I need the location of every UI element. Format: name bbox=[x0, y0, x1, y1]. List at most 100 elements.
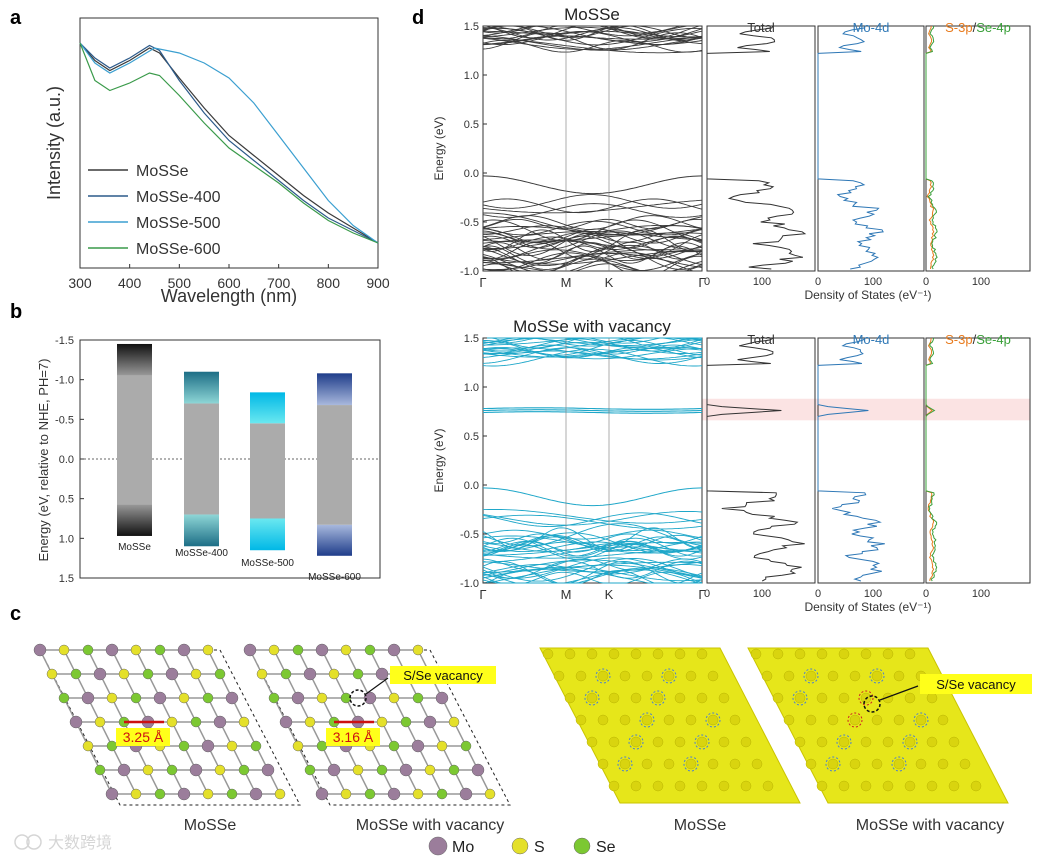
panel-c-surface-atom bbox=[630, 736, 642, 748]
panel-d-pristine-row: MoSSe 1.5 1.0 0.5 0.0 -0.5 -1.0 Energy (eV) Γ M K Γ… bbox=[432, 5, 1031, 302]
panel-c-atom bbox=[106, 692, 118, 704]
panel-d-valence-band bbox=[482, 569, 703, 584]
panel-d-valence-band bbox=[482, 541, 703, 552]
panel-d-valence-band bbox=[482, 245, 703, 264]
panel-c-surface-atom bbox=[674, 648, 686, 660]
panel-d-valence-band bbox=[482, 529, 703, 540]
panel-c-highlight-ring bbox=[858, 690, 874, 706]
panel-d-y-tick-label: 0.5 bbox=[464, 431, 479, 443]
panel-c-atom bbox=[142, 668, 154, 680]
panel-c-surface-atom bbox=[608, 692, 620, 704]
panel-a-x-ticks: 300 400 500 600 700 800 900 bbox=[68, 264, 390, 291]
panel-c-atom bbox=[279, 715, 293, 729]
panel-d-defect-state-highlight bbox=[702, 398, 1030, 421]
panel-c-atom bbox=[105, 643, 119, 657]
panel-c-surface-atom bbox=[893, 714, 905, 726]
panel-c-atom bbox=[177, 643, 191, 657]
panel-c-surface-atom bbox=[871, 670, 883, 682]
panel-c-atom bbox=[363, 691, 377, 705]
panel-d-dos-se-curve bbox=[925, 337, 938, 582]
panel-c-atom bbox=[352, 668, 364, 680]
panel-c-surface-atom bbox=[586, 692, 598, 704]
panel-c-atom bbox=[435, 691, 449, 705]
panel-a-x-tick-label: 700 bbox=[267, 275, 291, 291]
panel-a-frame bbox=[79, 17, 379, 269]
panel-c-ball-stick-structure: 3.16 Å S/Se vacancy bbox=[243, 643, 511, 806]
panel-a-x-tick-label: 900 bbox=[366, 275, 390, 291]
panel-c-surface-atom bbox=[926, 736, 938, 748]
panel-c-atom bbox=[256, 668, 268, 680]
panel-c-atom bbox=[436, 740, 448, 752]
panel-a-legend-label: MoSSe-600 bbox=[136, 241, 221, 258]
panel-b-gap-bar bbox=[250, 423, 285, 519]
panel-c-atom bbox=[412, 644, 424, 656]
panel-c-surface-atom bbox=[959, 758, 971, 770]
panel-c-surface-atom bbox=[740, 736, 752, 748]
panel-c-surface-atom bbox=[553, 670, 565, 682]
panel-d-valence-band bbox=[482, 231, 703, 241]
panel-c-highlight-ring bbox=[639, 712, 655, 728]
panel-c-surface-atom bbox=[619, 714, 631, 726]
panel-b-bars bbox=[80, 343, 380, 556]
panel-d-valence-band bbox=[482, 198, 703, 214]
panel-d-band-lines bbox=[482, 337, 703, 584]
panel-b-y-tick-label: -1.5 bbox=[55, 335, 74, 347]
panel-d-dos-s-curve bbox=[925, 337, 935, 582]
panel-c-highlight-ring bbox=[792, 690, 808, 706]
panel-d-title: MoSSe bbox=[564, 5, 620, 24]
panel-c-atom bbox=[165, 667, 179, 681]
panel-c-surface-atom bbox=[783, 714, 795, 726]
panel-d-kpoint-label: K bbox=[605, 587, 614, 602]
panel-a-y-label: Intensity (a.u.) bbox=[44, 86, 64, 200]
panel-c-vacancy-label: S/Se vacancy bbox=[936, 677, 1016, 692]
panel-letter-a: a bbox=[10, 7, 22, 29]
panel-d-kpoint-label: Γ bbox=[479, 587, 486, 602]
panel-c-surface-atom bbox=[542, 648, 554, 660]
panel-c-atom bbox=[376, 764, 388, 776]
panel-c-atom bbox=[225, 691, 239, 705]
panel-c-surface-atom bbox=[948, 780, 960, 792]
panel-c-surface-atom bbox=[805, 714, 817, 726]
panel-c-surface-atom bbox=[904, 692, 916, 704]
panel-c-atom bbox=[213, 715, 227, 729]
panel-c-surface-atom bbox=[674, 736, 686, 748]
panel-c-atom bbox=[177, 787, 191, 801]
panel-c-surface-atom bbox=[564, 692, 576, 704]
panel-c-surface-atom bbox=[761, 670, 773, 682]
panel-c-atom bbox=[82, 644, 94, 656]
panel-c-atom bbox=[117, 763, 131, 777]
panel-c-surface-atom bbox=[926, 780, 938, 792]
panel-c-atom bbox=[166, 764, 178, 776]
panel-c-atom bbox=[243, 643, 257, 657]
panel-c-highlight-ring bbox=[803, 668, 819, 684]
panel-d-dos-frame bbox=[925, 337, 1031, 584]
panel-b-category-label: MoSSe bbox=[118, 542, 151, 553]
panel-c-surface-atom bbox=[849, 670, 861, 682]
panel-a-x-tick-label: 800 bbox=[317, 275, 341, 291]
watermark-logo-icon bbox=[14, 834, 30, 850]
panel-d-dos-x-tick-label: 0 bbox=[704, 276, 710, 288]
panel-c-surface-atom bbox=[652, 648, 664, 660]
panel-d-dos-x-tick-label: 100 bbox=[864, 276, 882, 288]
panel-c-ball-stick-structure: 3.25 Å bbox=[33, 643, 301, 806]
panel-c-atom bbox=[316, 692, 328, 704]
panel-d-dos-x-tick-label: 0 bbox=[815, 276, 821, 288]
panel-d-dos-x-tick-label: 0 bbox=[815, 588, 821, 600]
panel-c-atom bbox=[412, 788, 424, 800]
panel-c-atom bbox=[400, 716, 412, 728]
panel-d-valence-band bbox=[482, 541, 703, 553]
panel-c-surface-atom bbox=[838, 780, 850, 792]
panel-d-valence-band-top bbox=[482, 175, 703, 195]
panel-c-surface-atom bbox=[751, 758, 763, 770]
panel-d-valence-band bbox=[482, 561, 703, 574]
panel-c-surface-atom bbox=[685, 670, 697, 682]
panel-d-conduction-band bbox=[483, 30, 703, 40]
panel-d-valence-band bbox=[482, 232, 703, 257]
panel-c-surface-atom bbox=[816, 648, 828, 660]
panel-c-surface-atom bbox=[816, 780, 828, 792]
panel-d-y-tick-label: 1.5 bbox=[464, 21, 479, 33]
panel-c-surface-atom bbox=[674, 780, 686, 792]
panel-d-valence-band bbox=[482, 232, 703, 243]
panel-c-vacancy-label: S/Se vacancy bbox=[403, 668, 483, 683]
panel-c-atom bbox=[291, 691, 305, 705]
